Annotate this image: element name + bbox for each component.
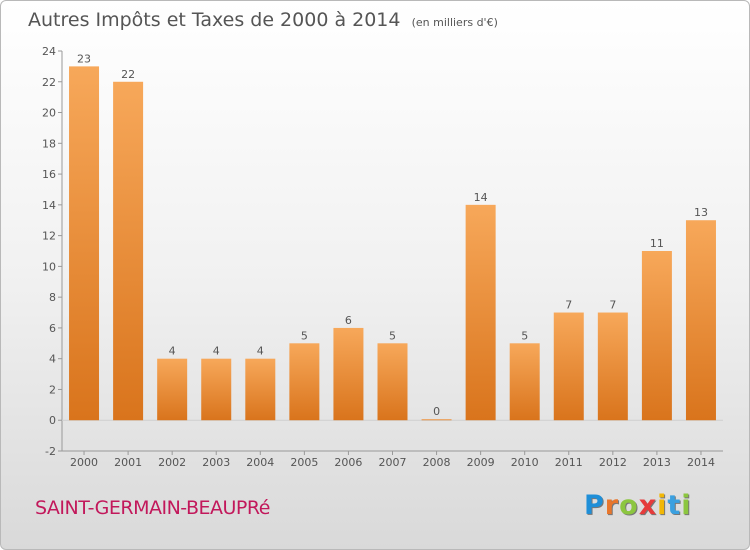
bar-value-label: 7: [609, 299, 616, 312]
x-tick-label: 2009: [467, 456, 495, 469]
chart-title-text: Autres Impôts et Taxes de 2000 à 2014: [28, 9, 401, 31]
logo-letter: x: [638, 490, 658, 521]
logo-letter: P: [584, 490, 605, 521]
y-tick-label: 18: [42, 137, 56, 150]
logo-letter: i: [681, 490, 692, 521]
y-tick-label: 22: [42, 76, 56, 89]
bar-2013: [641, 251, 672, 421]
y-tick-label: 4: [49, 353, 56, 366]
bar-value-label: 4: [257, 345, 264, 358]
x-tick-label: 2003: [202, 456, 230, 469]
bar-value-label: 14: [474, 191, 488, 204]
x-tick-label: 2005: [290, 456, 318, 469]
bar-2012: [597, 312, 628, 421]
bar-value-label: 4: [169, 345, 176, 358]
bar-value-label: 22: [121, 68, 135, 81]
proxiti-logo[interactable]: Proxiti: [584, 490, 692, 521]
bar-value-label: 7: [565, 299, 572, 312]
x-tick-label: 2010: [511, 456, 539, 469]
x-tick-label: 2011: [555, 456, 583, 469]
bar-value-label: 11: [650, 237, 664, 250]
bar-value-label: 6: [345, 314, 352, 327]
y-tick-label: 24: [42, 45, 56, 58]
logo-letter: i: [657, 490, 668, 521]
bar-2001: [113, 81, 144, 421]
y-tick-label: -2: [45, 445, 56, 458]
bar-value-label: 13: [694, 206, 708, 219]
logo-letter: r: [604, 490, 620, 521]
logo-letter: t: [667, 490, 682, 521]
bar-2005: [289, 343, 320, 421]
chart-bars: 23 22 4 4 4 5 6 5 0 14 5 7 7 11 13: [69, 52, 716, 421]
y-tick-label: 10: [42, 260, 56, 273]
y-tick-label: 6: [49, 322, 56, 335]
x-tick-label: 2014: [687, 456, 715, 469]
y-tick-label: 14: [42, 199, 56, 212]
bar-2004: [245, 358, 276, 421]
bar-value-label: 4: [213, 345, 220, 358]
bar-2014: [685, 220, 716, 421]
bar-2010: [509, 343, 540, 421]
bar-2003: [201, 358, 232, 421]
x-tick-label: 2012: [599, 456, 627, 469]
y-tick-label: 16: [42, 168, 56, 181]
y-tick-label: 2: [49, 383, 56, 396]
bar-value-label: 5: [301, 329, 308, 342]
bar-2006: [333, 327, 364, 421]
bar-value-label: 0: [433, 405, 440, 418]
chart-unit-note: (en milliers d'€): [411, 16, 498, 29]
commune-name: SAINT-GERMAIN-BEAUPRé: [35, 497, 270, 519]
bar-2007: [377, 343, 408, 421]
logo-letter: o: [619, 490, 639, 521]
x-tick-label: 2013: [643, 456, 671, 469]
x-tick-label: 2004: [246, 456, 274, 469]
x-tick-label: 2008: [423, 456, 451, 469]
bar-2000: [69, 66, 100, 421]
bar-2011: [553, 312, 584, 421]
bar-2008: [421, 419, 452, 421]
x-tick-label: 2007: [379, 456, 407, 469]
x-tick-label: 2001: [114, 456, 142, 469]
x-tick-label: 2002: [158, 456, 186, 469]
x-tick-label: 2006: [334, 456, 362, 469]
bar-value-label: 5: [389, 329, 396, 342]
x-tick-label: 2000: [70, 456, 98, 469]
chart-title: Autres Impôts et Taxes de 2000 à 2014 (e…: [28, 9, 498, 31]
y-tick-label: 8: [49, 291, 56, 304]
bar-2009: [465, 204, 496, 421]
bar-value-label: 23: [77, 52, 91, 65]
bar-2002: [157, 358, 188, 421]
y-tick-label: 20: [42, 107, 56, 120]
bar-value-label: 5: [521, 329, 528, 342]
y-tick-label: 0: [49, 414, 56, 427]
y-tick-label: 12: [42, 230, 56, 243]
